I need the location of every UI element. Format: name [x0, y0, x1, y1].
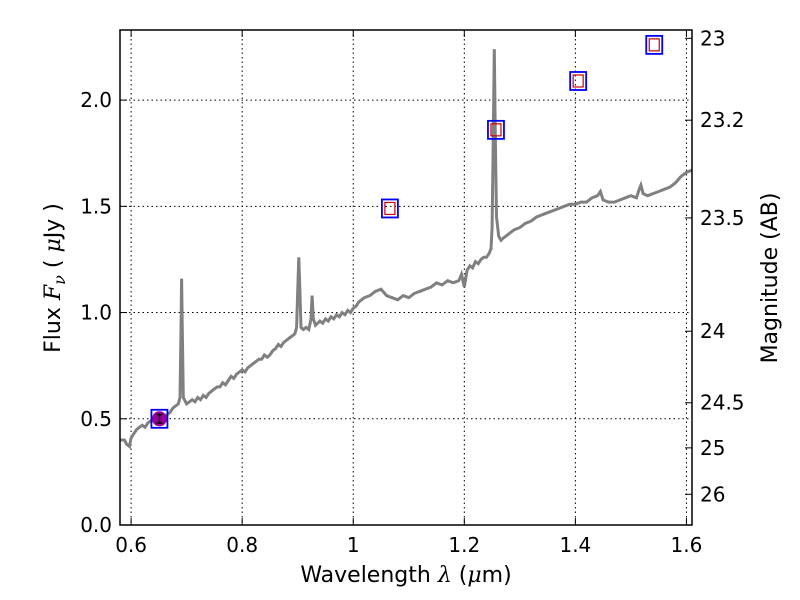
x-tick-label: 1.6	[671, 533, 703, 557]
y-tick-label: 0.5	[80, 407, 112, 431]
x-tick-label: 0.6	[115, 533, 147, 557]
model-photometry-blue-square	[380, 198, 399, 219]
model-photometry-blue-square	[569, 71, 588, 91]
y-tick-label: 2.0	[80, 88, 112, 112]
model-photometry-red-square	[572, 74, 584, 88]
x-tick-label: 1.2	[448, 533, 480, 557]
model-photometry-blue-square	[645, 34, 664, 55]
x-tick-label: 0.8	[226, 533, 258, 557]
markers	[150, 34, 664, 429]
x-axis-label: Wavelength λ (μm)	[300, 563, 511, 588]
model-photometry-red-square	[490, 123, 502, 137]
y-tick-label: 1.0	[80, 301, 112, 325]
spectrum-group	[120, 49, 692, 450]
y2-axis-label: Magnitude (AB)	[758, 193, 783, 364]
y2-tick-label: 24	[700, 319, 725, 343]
x-tick-label: 1.4	[559, 533, 591, 557]
x-tick-label: 1	[347, 533, 360, 557]
y2-tick-label: 23.2	[700, 108, 745, 132]
y-tick-label: 1.5	[80, 194, 112, 218]
model-photometry-blue-square	[487, 119, 505, 140]
y2-tick-label: 26	[700, 482, 725, 506]
y-axis-label: Flux Fν ( μJy )	[41, 203, 69, 353]
spectrum-line	[120, 49, 692, 450]
y2-tick-label: 25	[700, 436, 725, 460]
y2-tick-label: 24.5	[700, 391, 745, 415]
model-photometry-red-square	[384, 201, 396, 216]
y2-tick-label: 23.5	[700, 206, 745, 230]
y-tick-label: 0.0	[80, 513, 112, 537]
grid	[120, 30, 692, 526]
ticks: 0.6 0.8 1 1.2 1.4 1.6 0.0 0.5 1.0 1.5 2.0 23 23.2 23.…	[80, 26, 744, 557]
model-photometry-blue-square	[150, 408, 169, 429]
plot-frame	[119, 29, 693, 526]
y2-tick-label: 23	[700, 26, 725, 50]
model-photometry-red-square	[648, 38, 660, 52]
